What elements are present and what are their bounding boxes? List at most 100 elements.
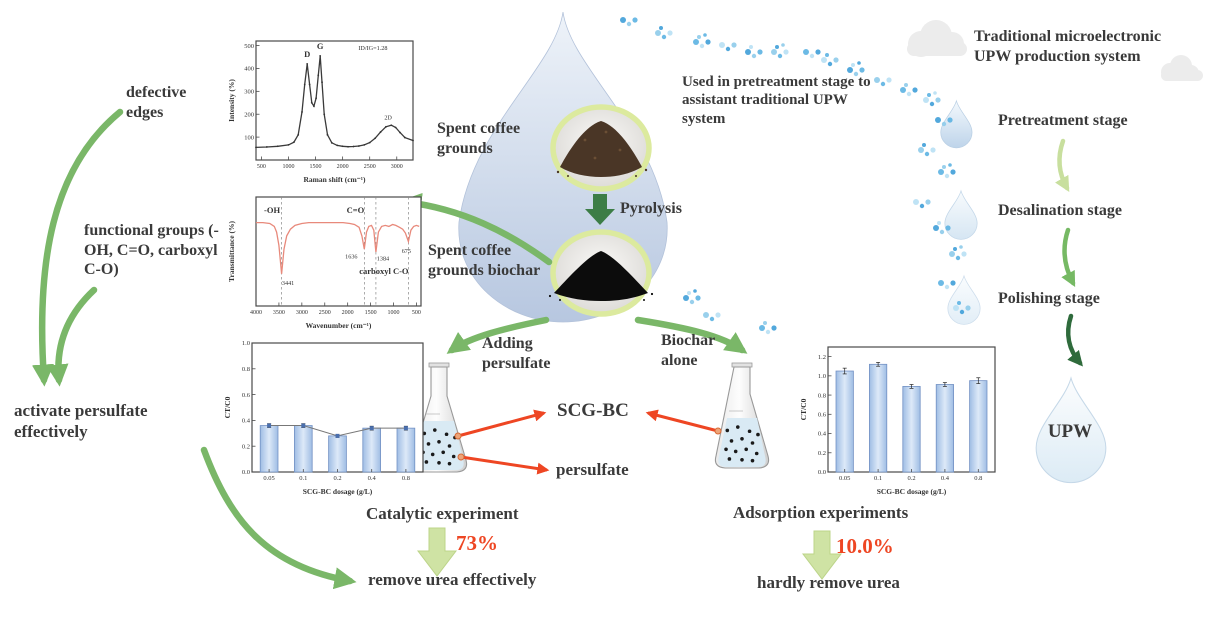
adsorption-experiments-label: Adsorption experiments: [733, 503, 909, 522]
svg-text:Transmittance (%): Transmittance (%): [227, 221, 236, 282]
svg-text:D: D: [304, 49, 310, 59]
stage-pretreatment-label: Pretreatment stage: [998, 112, 1128, 129]
svg-text:1000: 1000: [388, 310, 400, 316]
svg-text:675: 675: [402, 248, 411, 255]
svg-text:1500: 1500: [310, 164, 322, 170]
arrow-polishing-to-upw: [1066, 313, 1083, 367]
svg-text:CT/C0: CT/C0: [799, 398, 808, 420]
cloud-icon: [1161, 55, 1203, 81]
svg-text:Wavenumber (cm⁻¹): Wavenumber (cm⁻¹): [306, 321, 372, 330]
flow-arrows: [31, 108, 748, 590]
arrow-leftflask-to-persulfate: [460, 455, 550, 475]
svg-text:1.2: 1.2: [818, 354, 826, 361]
svg-text:500: 500: [244, 43, 254, 50]
arrow-activate-to-remove: [200, 446, 357, 590]
stage-drop-icon: [944, 189, 978, 240]
adsorption-result-arrow-icon: [801, 530, 843, 580]
svg-text:0.1: 0.1: [874, 475, 882, 482]
catalytic-result-arrow-icon: [416, 527, 458, 577]
svg-text:1000: 1000: [282, 164, 294, 170]
svg-text:3000: 3000: [391, 164, 403, 170]
system-title-label: Traditional microelectronic UPW producti…: [974, 28, 1162, 65]
arrow-desalination-to-polishing: [1061, 227, 1076, 288]
svg-text:SCG-BC dosage (g/L): SCG-BC dosage (g/L): [877, 487, 947, 496]
arrow-biochar-to-ftir: [399, 192, 553, 266]
svg-text:-OH: -OH: [264, 205, 280, 215]
catalytic-dosage-chart: 0.0 0.2 0.4 0.6 0.8 1.0 0.05 0.1 0.2 0.4 0.8 SCG-BC…: [222, 336, 430, 498]
svg-text:3000: 3000: [296, 310, 308, 316]
arrow-functional-to-activate: [46, 286, 98, 387]
water-molecules-icon: [620, 17, 971, 335]
callout-arrows: [457, 409, 719, 475]
svg-text:1500: 1500: [365, 310, 377, 316]
svg-text:1.0: 1.0: [818, 373, 826, 380]
activate-persulfate-label: activate persulfate effectively: [14, 401, 148, 441]
svg-text:Intensity (%): Intensity (%): [227, 79, 236, 122]
catalytic-experiment-label: Catalytic experiment: [366, 504, 519, 523]
raman-spectrum-chart: 100 200 300 400 500 500 1000 1500 2000 2500 3000 D G…: [226, 34, 420, 186]
svg-text:carboxyl C-O: carboxyl C-O: [359, 266, 409, 276]
arrow-pretreatment-to-desalination: [1055, 138, 1070, 192]
pyrolysis-arrow-icon: [585, 194, 615, 225]
svg-text:0.2: 0.2: [242, 443, 250, 450]
adding-persulfate-label: Adding persulfate: [482, 335, 551, 372]
svg-text:0.8: 0.8: [818, 392, 826, 399]
biochar-alone-label: Biochar alone: [661, 332, 715, 369]
adsorption-dosage-chart: 0.0 0.2 0.4 0.6 0.8 1.0 1.2 0.05 0.1 0.2 0.4 0.8 SCG…: [798, 340, 1002, 498]
catalytic-percent-badge: 73%: [456, 531, 498, 555]
persulfate-label: persulfate: [556, 460, 629, 479]
svg-text:200: 200: [244, 111, 254, 118]
svg-text:0.1: 0.1: [299, 475, 307, 482]
flask-adsorption-icon: [714, 362, 770, 469]
svg-text:0.0: 0.0: [818, 469, 826, 476]
arrow-rightflask-to-scgbc: [645, 409, 719, 433]
svg-text:0.6: 0.6: [818, 412, 827, 419]
arrow-drop-to-right-flask: [634, 316, 748, 354]
svg-text:1384: 1384: [377, 256, 389, 263]
biochar-photo: [548, 229, 654, 317]
svg-text:100: 100: [244, 134, 254, 141]
svg-text:1636: 1636: [345, 254, 357, 261]
svg-text:0.4: 0.4: [242, 418, 251, 425]
svg-text:0.8: 0.8: [402, 475, 410, 482]
svg-text:3441: 3441: [282, 280, 294, 287]
defective-edges-label: defective edges: [126, 84, 187, 121]
svg-text:Raman shift (cm⁻¹): Raman shift (cm⁻¹): [303, 175, 366, 184]
svg-text:500: 500: [257, 164, 266, 170]
svg-text:0.2: 0.2: [333, 475, 341, 482]
arrow-leftflask-to-scgbc: [457, 409, 547, 438]
pyrolysis-label: Pyrolysis: [620, 200, 682, 217]
svg-text:0.4: 0.4: [818, 431, 827, 438]
svg-text:500: 500: [412, 310, 421, 316]
upw-label: UPW: [1047, 421, 1093, 442]
ftir-spectrum-chart: 4000 3500 3000 2500 2000 1500 1000 500 -OH C=O car…: [226, 190, 428, 332]
persulfate-particle-marker: [457, 453, 465, 461]
scgbc-particle-marker: [454, 432, 462, 440]
functional-groups-label: functional groups (-OH, C=O, carboxyl C-…: [84, 222, 219, 279]
svg-text:CT/C0: CT/C0: [223, 396, 232, 418]
svg-text:400: 400: [244, 66, 254, 73]
upw-drop-icon: [1035, 376, 1107, 484]
svg-text:0.4: 0.4: [941, 475, 950, 482]
svg-text:0.8: 0.8: [974, 475, 982, 482]
stage-desalination-label: Desalination stage: [998, 202, 1122, 219]
pretreatment-note-label: Used in pretreatment stage to assistant …: [682, 74, 871, 127]
arrow-drop-to-left-flask: [446, 316, 550, 354]
svg-text:3500: 3500: [273, 310, 285, 316]
svg-text:C=O: C=O: [347, 205, 365, 215]
stage-drop-icon: [947, 274, 981, 325]
stage-drop-icon: [940, 99, 973, 149]
svg-text:2000: 2000: [342, 310, 354, 316]
spent-coffee-grounds-label: Spent coffee grounds: [437, 120, 521, 157]
arrow-defective-to-activate: [31, 108, 124, 387]
svg-text:ID/IG=1.28: ID/IG=1.28: [358, 45, 387, 52]
svg-text:2500: 2500: [364, 164, 376, 170]
svg-text:2500: 2500: [319, 310, 331, 316]
scg-bc-label: SCG-BC: [557, 400, 629, 421]
svg-text:SCG-BC dosage (g/L): SCG-BC dosage (g/L): [303, 487, 373, 496]
svg-text:4000: 4000: [250, 310, 262, 316]
svg-text:2000: 2000: [337, 164, 349, 170]
svg-text:0.8: 0.8: [242, 366, 250, 373]
